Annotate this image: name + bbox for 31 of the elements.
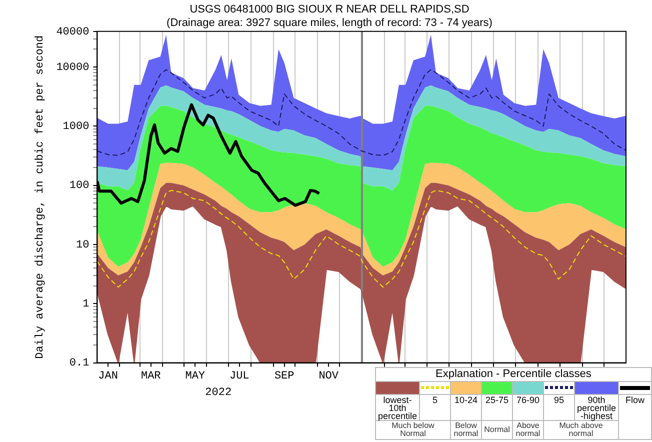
chart-subtitle: (Drainage area: 3927 square miles, length of record: 73 - 74 years) [166,16,492,29]
legend-label: 95 [543,394,574,420]
y-tick-label: 0.1 [69,358,90,370]
y-tick-label: 100 [69,180,90,192]
chart-title: USGS 06481000 BIG SIOUX R NEAR DELL RAPIDS,SD [190,4,470,16]
legend-label: 10-24 [450,394,482,420]
text: Normal [481,420,512,440]
legend-title: Explanation - Percentile classes [375,368,652,382]
x-tick-label: JAN [98,370,118,382]
legend-label: Flow [618,394,652,440]
y-tick-label: 1000 [62,121,90,134]
x-tick-label: JUL [229,370,250,382]
text: Below normal [450,420,482,440]
legend-label: 5 [419,394,450,420]
text: Much below Normal [375,420,450,440]
x-tick-label: MAR [140,370,162,382]
x-axis-title: 2022 [205,387,232,400]
text: Above normal [512,420,544,440]
text: Much above normal [543,420,618,440]
y-tick-label: 1 [82,298,90,311]
y-tick-label: 40000 [56,26,90,38]
y-axis-title: Daily average discharge, in cubic feet per second [34,35,47,359]
x-tick-label: SEP [274,370,295,382]
legend-label: lowest-10th percentile [375,394,420,421]
x-tick-label: NOV [318,370,339,382]
x-tick-label: MAY [185,370,206,382]
legend-label: 25-75 [481,394,512,420]
y-tick-label: 10000 [56,62,90,74]
legend-label: 90th percentile -highest [574,394,618,421]
legend-label: 76-90 [512,394,544,420]
y-tick-label: 10 [76,239,90,252]
